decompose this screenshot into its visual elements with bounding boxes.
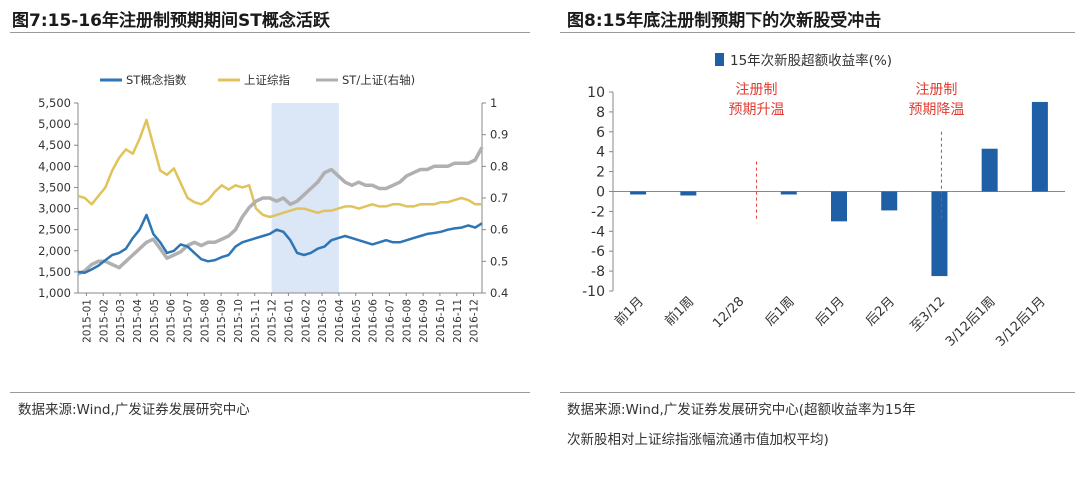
right-tick-label: 0.7 — [490, 191, 508, 205]
bar-5 — [831, 191, 847, 222]
y-tick-label: -4 — [591, 224, 605, 240]
category-label: 至3/12 — [908, 294, 948, 334]
left-tick-label: 2,500 — [38, 223, 71, 237]
annotation-1-line-2: 预期升温 — [729, 102, 785, 118]
left-tick-label: 4,500 — [38, 138, 71, 152]
x-tick-label: 2016-09 — [418, 299, 430, 343]
left-tick-label: 4,000 — [38, 159, 71, 173]
y-tick-label: -8 — [591, 264, 605, 280]
bar-4 — [780, 191, 797, 195]
x-tick-label: 2016-10 — [435, 299, 447, 343]
y-tick-label: 0 — [596, 185, 605, 201]
left-tick-label: 5,000 — [38, 117, 71, 131]
left-source-rule — [10, 392, 530, 393]
right-bar-chart: 10 8 6 4 2 0 -2 -4 -6 -8 -10 前1月 前1周 12/28 后1周 后1月 后2月 至3… — [582, 52, 1065, 350]
left-tick-label: 1,500 — [38, 265, 71, 279]
legend-label: 15年次新股超额收益率(%) — [730, 52, 892, 69]
left-figure-title: 图7:15-16年注册制预期期间ST概念活跃 — [12, 11, 330, 31]
x-tick-label: 2016-02 — [300, 299, 312, 343]
category-label: 后1周 — [763, 294, 798, 329]
x-tick-label: 2016-03 — [317, 299, 329, 343]
x-tick-label: 2015-03 — [115, 299, 127, 343]
x-tick-label: 2015-12 — [267, 299, 279, 343]
x-tick-label: 2015-06 — [166, 299, 178, 343]
left-tick-label: 3,500 — [38, 180, 71, 194]
left-source-note: 数据来源:Wind,广发证券发展研究中心 — [18, 402, 250, 418]
category-label: 前1月 — [611, 294, 647, 330]
bar-8 — [981, 148, 998, 192]
left-figure-panel: 图7:15-16年注册制预期期间ST概念活跃 1,000 1,500 2,000 2,… — [0, 0, 535, 477]
y-tick-label: 8 — [596, 105, 605, 121]
right-figure-panel: 图8:15年底注册制预期下的次新股受冲击 10 8 6 4 2 0 -2 -4 -6 -8 -10 前… — [555, 0, 1080, 477]
x-tick-label: 2015-02 — [98, 299, 110, 343]
bar-9 — [1031, 101, 1048, 192]
right-tick-label: 0.4 — [490, 286, 508, 300]
category-label: 后1月 — [813, 294, 848, 329]
right-tick-label: 0.8 — [490, 159, 508, 173]
y-tick-label: 10 — [587, 85, 605, 101]
legend-label-3: ST/上证(右轴) — [342, 73, 415, 87]
series-line-3 — [77, 146, 484, 276]
x-tick-label: 2015-11 — [250, 299, 262, 343]
category-label: 12/28 — [710, 294, 747, 331]
category-label: 3/12后1周 — [943, 294, 998, 349]
bar-2 — [680, 191, 697, 196]
left-tick-label: 1,000 — [38, 286, 71, 300]
y-tick-label: 6 — [596, 125, 605, 141]
left-line-chart: 1,000 1,500 2,000 2,500 3,000 3,500 4,000 4,500… — [38, 73, 508, 343]
category-label: 前1周 — [662, 294, 698, 330]
x-tick-label: 2015-04 — [132, 299, 144, 343]
right-tick-label: 1 — [490, 96, 497, 110]
y-tick-label: 4 — [596, 145, 605, 161]
right-source-rule — [560, 392, 1075, 393]
category-label: 3/12后1月 — [993, 294, 1048, 349]
x-tick-label: 2016-04 — [334, 299, 346, 343]
bar-1 — [630, 191, 647, 195]
x-tick-label: 2015-10 — [233, 299, 245, 343]
series-line-1 — [77, 213, 483, 274]
y-tick-label: -2 — [591, 204, 605, 220]
x-tick-label: 2015-05 — [149, 299, 161, 343]
left-tick-label: 5,500 — [38, 96, 71, 110]
x-tick-label: 2016-07 — [384, 299, 396, 343]
series-line-2 — [77, 118, 482, 219]
x-tick-label: 2016-11 — [452, 299, 464, 343]
right-figure-title: 图8:15年底注册制预期下的次新股受冲击 — [567, 11, 882, 31]
right-tick-label: 0.6 — [490, 223, 508, 237]
right-source-note-line2: 次新股相对上证综指涨幅流通市值加权平均) — [567, 432, 829, 448]
annotation-1-line-1: 注册制 — [736, 82, 778, 98]
x-tick-label: 2016-01 — [283, 299, 295, 343]
bar-7 — [931, 191, 948, 277]
x-tick-label: 2015-07 — [182, 299, 194, 343]
x-tick-label: 2016-08 — [401, 299, 413, 343]
y-tick-label: -10 — [582, 284, 605, 300]
bar-6 — [881, 191, 898, 211]
right-title-rule — [560, 32, 1075, 33]
x-tick-label: 2016-06 — [368, 299, 380, 343]
x-tick-label: 2015-01 — [81, 299, 93, 343]
x-tick-label: 2016-05 — [351, 299, 363, 343]
x-tick-label: 2016-12 — [469, 299, 481, 343]
right-source-note-line1: 数据来源:Wind,广发证券发展研究中心(超额收益率为15年 — [567, 402, 916, 418]
category-label: 后2月 — [863, 294, 898, 329]
legend-swatch — [715, 53, 724, 66]
left-tick-label: 3,000 — [38, 202, 71, 216]
right-tick-label: 0.9 — [490, 128, 508, 142]
x-tick-label: 2015-08 — [199, 299, 211, 343]
right-tick-label: 0.5 — [490, 254, 508, 268]
annotation-2-line-2: 预期降温 — [908, 102, 964, 118]
y-tick-label: -6 — [591, 244, 605, 260]
annotation-2-line-1: 注册制 — [915, 82, 957, 98]
legend-label-1: ST概念指数 — [126, 73, 187, 87]
y-tick-label: 2 — [596, 165, 605, 181]
left-tick-label: 2,000 — [38, 244, 71, 258]
legend-label-2: 上证综指 — [244, 73, 290, 87]
left-title-rule — [10, 32, 530, 33]
x-tick-label: 2015-09 — [216, 299, 228, 343]
